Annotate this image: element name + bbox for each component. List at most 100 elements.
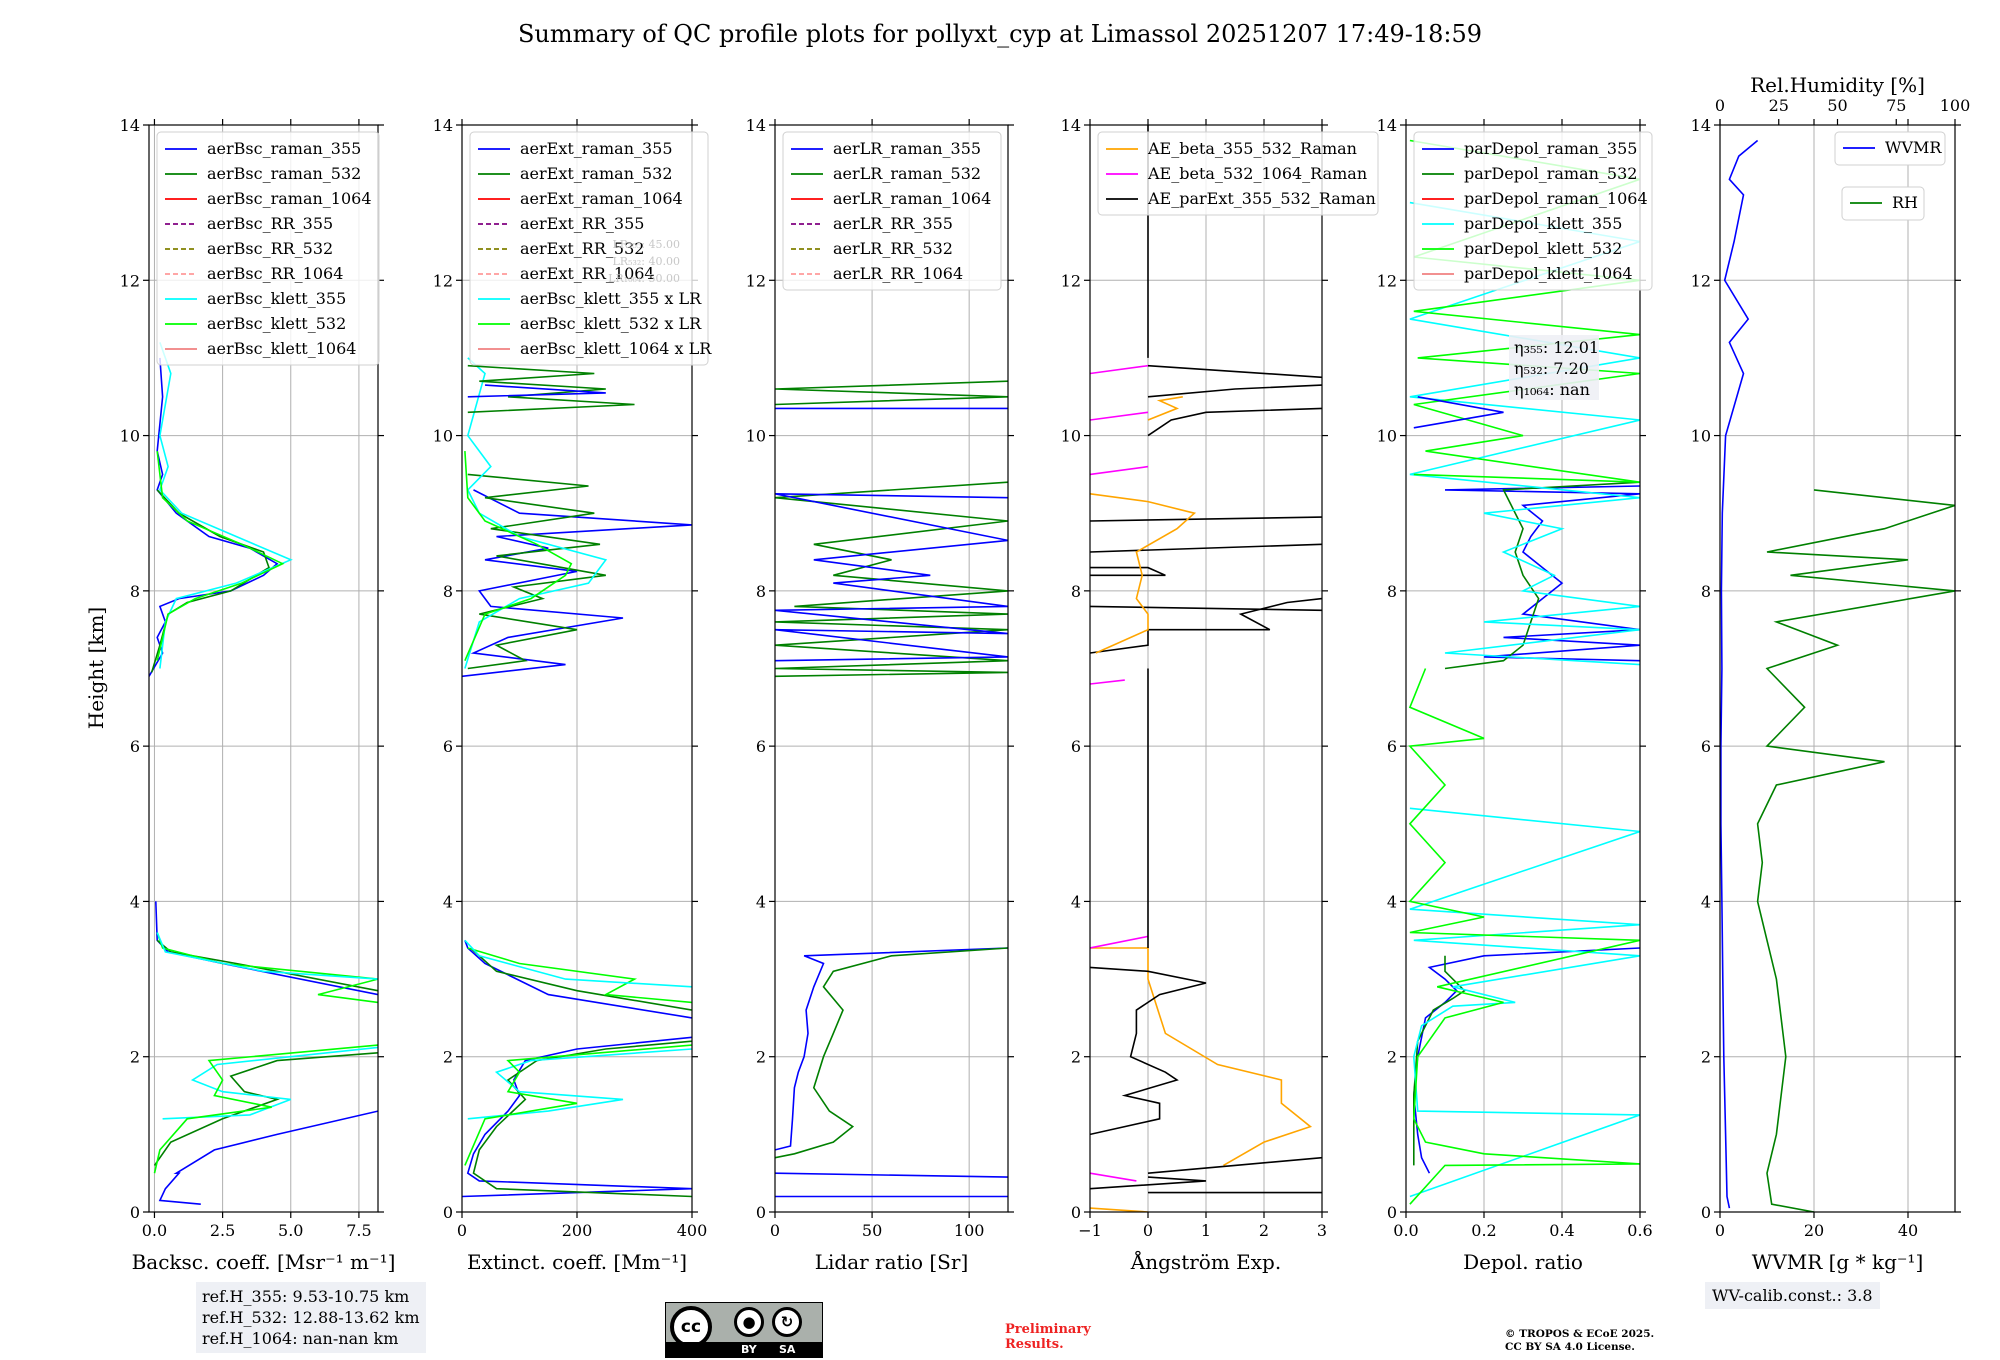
series-line-AE_beta_532_1064_Raman (1090, 935, 1149, 949)
legend-entry: aerExt_raman_355 (520, 139, 673, 158)
legend-entry: aerExt_raman_1064 (520, 189, 683, 208)
y-tick-label: 12 (120, 271, 140, 290)
series-line-parDepol_raman_355 (1413, 396, 1504, 429)
legend-rh: RH (1841, 186, 1925, 221)
legend-backscatter: aerBsc_raman_355 aerBsc_raman_532 aerBsc_r… (156, 131, 380, 366)
y-tick-label: 8 (756, 582, 766, 601)
legend-entry: aerBsc_klett_355 x LR (520, 289, 702, 308)
series-line-AE_beta_532_1064_Raman (1090, 411, 1149, 421)
top-x-axis-label: Rel.Humidity [%] (1750, 73, 1925, 97)
y-tick-label: 14 (433, 116, 453, 135)
series-line-AE_beta_355_532_Raman (1090, 493, 1197, 654)
series-line-AE_parExt_355_532_Raman (1147, 384, 1322, 398)
legend-entry: parDepol_klett_532 (1464, 239, 1622, 258)
y-tick-label: 2 (130, 1048, 140, 1067)
legend-entry: aerLR_raman_355 (833, 139, 981, 158)
series-line-AE_beta_532_1064_Raman (1090, 679, 1125, 685)
legend-entry: aerExt_raman_532 (520, 164, 673, 183)
y-tick-label: 0 (1387, 1203, 1397, 1222)
ref-height-532: ref.H_532: 12.88-13.62 km (202, 1308, 420, 1327)
top-x-tick-label: 75 (1886, 96, 1906, 115)
legend-wvmr: WVMR (1834, 131, 1946, 166)
legend-entry: aerBsc_klett_532 (207, 314, 346, 333)
y-tick-label: 0 (1701, 1203, 1711, 1222)
x-axis-label: WVMR [g * kg⁻¹] (1752, 1250, 1924, 1274)
series-line-aerBsc_klett_355 (162, 1046, 378, 1120)
series-line-aerBsc_klett_532 x LR (464, 451, 573, 662)
x-tick-label: 3 (1317, 1221, 1327, 1240)
copyright-note: © TROPOS & ECoE 2025. CC BY SA 4.0 Licen… (1505, 1328, 1654, 1354)
y-tick-label: 6 (443, 737, 453, 756)
y-tick-label: 6 (1071, 737, 1081, 756)
y-tick-label: 12 (1061, 271, 1081, 290)
y-tick-label: 10 (1691, 427, 1711, 446)
eta-value: η₅₃₂: 7.20 (1514, 359, 1589, 378)
series-line-AE_beta_532_1064_Raman (1090, 364, 1149, 375)
series-line-aerExt_raman_532 (470, 947, 692, 1011)
ref-height-1064: ref.H_1064: nan-nan km (202, 1329, 399, 1348)
series-line-AE_beta_355_532_Raman (1090, 947, 1313, 1167)
figure-title: Summary of QC profile plots for pollyxt_… (517, 20, 1483, 48)
axes-frame (148, 124, 379, 1213)
series-line-aerExt_raman_355 (462, 489, 692, 678)
y-tick-label: 10 (433, 427, 453, 446)
series-line-aerBsc_klett_532 (153, 1044, 378, 1174)
series-line-aerExt_raman_355 (464, 940, 692, 1019)
legend-entry: aerExt_RR_1064 (520, 264, 655, 283)
x-axis-label: Ångström Exp. (1130, 1249, 1281, 1274)
x-tick-label: 20 (1804, 1221, 1824, 1240)
x-tick-label: 0 (1143, 1221, 1153, 1240)
preliminary-results-note: Preliminary Results. (1005, 1322, 1091, 1352)
legend-entry: aerLR_RR_1064 (833, 264, 963, 283)
series-line-AE_beta_532_1064_Raman (1090, 465, 1149, 476)
series-line-aerBsc_klett_355 (158, 342, 293, 669)
y-tick-label: 14 (1061, 116, 1081, 135)
series-line-aerExt_raman_532 (467, 364, 635, 414)
legend-entry: aerBsc_raman_355 (207, 139, 361, 158)
reference-heights-box: ref.H_355: 9.53-10.75 km ref.H_532: 12.8… (196, 1282, 426, 1353)
series-line-aerExt_raman_355 (467, 384, 606, 398)
series-line-WVMR (1720, 139, 1759, 1209)
y-tick-label: 8 (1071, 582, 1081, 601)
series-line-AE_parExt_355_532_Raman (1090, 543, 1322, 553)
y-tick-label: 10 (746, 427, 766, 446)
y-tick-label: 0 (1071, 1203, 1081, 1222)
series-line-aerBsc_raman_532 (156, 939, 378, 992)
y-tick-label: 4 (1387, 892, 1397, 911)
series-line-aerLR_raman_355 (775, 493, 1008, 662)
axes-frame (1405, 124, 1641, 1213)
y-tick-label: 8 (1701, 582, 1711, 601)
series-line-parDepol_raman_355 (1444, 485, 1640, 662)
legend-entry: aerBsc_klett_355 (207, 289, 346, 308)
x-tick-label: 0 (770, 1221, 780, 1240)
axes-frame (774, 124, 1009, 1213)
y-tick-label: 0 (756, 1203, 766, 1222)
series-line-aerBsc_klett_355 x LR (467, 1048, 692, 1120)
x-tick-label: 0.2 (1471, 1221, 1496, 1240)
series-line-parDepol_klett_532 (1408, 668, 1640, 1205)
series-line-AE_parExt_355_532_Raman (1090, 1176, 1207, 1190)
y-tick-label: 6 (1701, 737, 1711, 756)
legend-depolarization: parDepol_raman_355 parDepol_raman_532 parD… (1413, 131, 1653, 291)
y-tick-label: 6 (130, 737, 140, 756)
y-tick-label: 14 (120, 116, 140, 135)
series-line-aerBsc_klett_532 (156, 932, 378, 1004)
legend-angstrom: AE_beta_355_532_Raman AE_beta_532_1064_Ra… (1097, 131, 1379, 216)
legend-entry: aerExt_RR_532 (520, 239, 644, 258)
series-line-aerBsc_klett_355 (156, 932, 378, 980)
attribution-icon: ● (734, 1307, 764, 1337)
x-tick-label: 0 (457, 1221, 467, 1240)
y-tick-label: 8 (130, 582, 140, 601)
x-axis-label: Backsc. coeff. [Msr⁻¹ m⁻¹] (132, 1250, 396, 1274)
series-line-aerBsc_klett_532 x LR (464, 1044, 692, 1166)
x-axis-label: Lidar ratio [Sr] (815, 1250, 969, 1274)
legend-box (1834, 131, 1946, 166)
x-tick-label: 50 (862, 1221, 882, 1240)
top-x-tick-label: 50 (1827, 96, 1847, 115)
series-line-aerExt_raman_355 (462, 1036, 692, 1198)
series-line-AE_parExt_355_532_Raman (1090, 516, 1322, 522)
series-line-aerBsc_raman_355 (149, 357, 279, 677)
y-tick-label: 0 (130, 1203, 140, 1222)
